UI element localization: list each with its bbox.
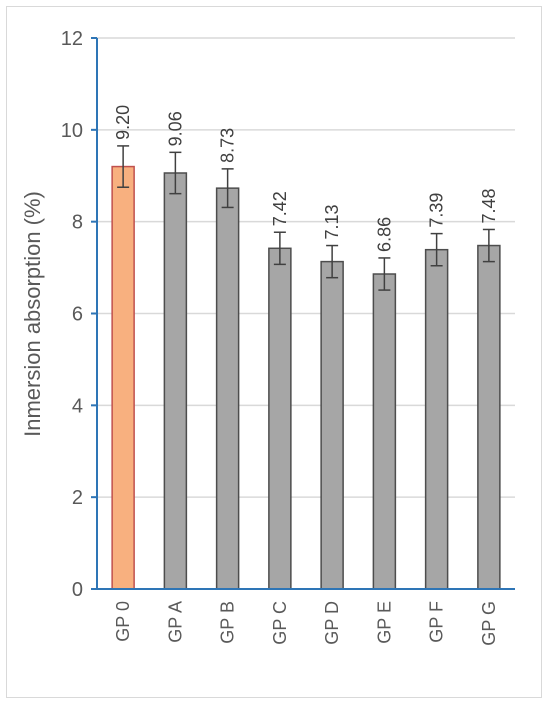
- x-tick-label: GP F: [427, 601, 447, 643]
- y-tick-label: 10: [61, 120, 83, 142]
- y-tick-label: 2: [72, 487, 83, 509]
- x-tick-label: GP D: [322, 601, 342, 645]
- labels: 0 2 4 6 8 10 12 9.20 GP 0 9.06 GP A 8.73 GP B 7.42 GP …: [61, 28, 499, 646]
- y-tick-label: 6: [72, 304, 83, 326]
- data-label: 9.20: [113, 105, 133, 140]
- y-tick-label: 12: [61, 28, 83, 50]
- data-label: 7.42: [270, 191, 290, 226]
- data-label: 7.48: [479, 188, 499, 223]
- data-label: 7.13: [322, 204, 342, 239]
- y-tick-label: 8: [72, 212, 83, 234]
- bar-gp-e: [372, 273, 397, 590]
- data-label: 7.39: [427, 193, 447, 228]
- x-tick-label: GP A: [165, 601, 185, 643]
- data-label: 9.06: [165, 111, 185, 146]
- x-tick-label: GP B: [218, 601, 238, 644]
- error-bars: [117, 145, 495, 291]
- gridlines: [97, 37, 515, 498]
- x-tick-label: GP C: [270, 601, 290, 645]
- y-tick-label: 4: [72, 395, 83, 417]
- x-tick-label: GP G: [479, 601, 499, 646]
- bar-gp-d: [320, 260, 344, 590]
- data-label: 6.86: [374, 217, 394, 252]
- axes: [91, 37, 515, 590]
- bar-gp-c: [268, 247, 292, 590]
- bar-gp-b: [215, 187, 240, 590]
- x-tick-label: GP E: [374, 601, 394, 644]
- y-axis-title: Inmersion absorption (%): [20, 191, 45, 437]
- bar-gp-g: [477, 244, 501, 590]
- x-tick-label: GP 0: [113, 601, 133, 642]
- bar-gp-0: [111, 165, 135, 590]
- data-label: 8.73: [218, 128, 238, 163]
- bar-gp-a: [163, 172, 188, 590]
- y-tick-label: 0: [72, 579, 83, 601]
- bars: [111, 165, 501, 590]
- bar-gp-f: [424, 248, 449, 590]
